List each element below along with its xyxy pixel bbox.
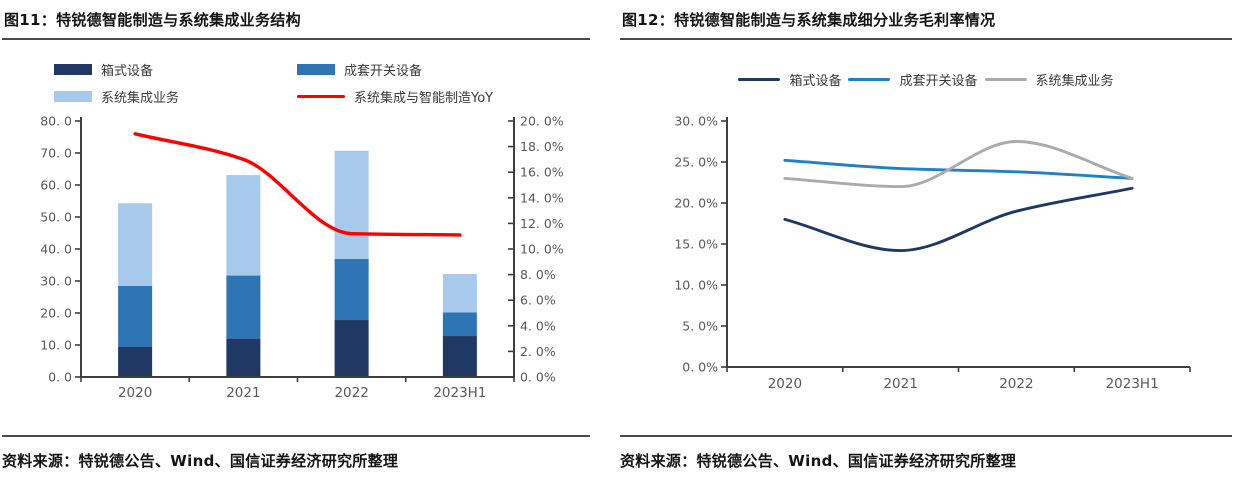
x-axis-category-label: 2022 — [334, 385, 368, 401]
switchgear-swatch-icon — [297, 64, 335, 75]
legend-label: 系统集成与智能制造YoY — [354, 91, 494, 106]
figure-12-panel: 图12：特锐德智能制造与系统集成细分业务毛利率情况 箱式设备 成套开关设备 系统… — [620, 0, 1232, 486]
x-axis-category-label: 2020 — [118, 385, 152, 401]
right-axis-tick-label: 0. 0% — [520, 370, 556, 385]
bar-segment — [226, 175, 261, 276]
y-axis-tick-label: 20. 0% — [674, 196, 718, 211]
left-axis-tick-label: 0. 0 — [48, 370, 72, 385]
figure-11-source: 资料来源：特锐德公告、Wind、国信证券经济研究所整理 — [2, 435, 590, 471]
navy-line-swatch-icon — [738, 78, 781, 81]
left-axis-tick-label: 10. 0 — [40, 338, 72, 353]
margin-line — [783, 158, 1134, 180]
bar-segment — [226, 275, 261, 339]
legend-label: 箱式设备 — [789, 74, 842, 89]
bar-segment — [334, 150, 369, 259]
x-axis-category-label: 2021 — [226, 385, 260, 401]
legend-item-box-equipment-margin: 箱式设备 — [738, 70, 841, 89]
figure-12-source: 资料来源：特锐德公告、Wind、国信证券经济研究所整理 — [620, 435, 1232, 471]
yoy-line-swatch-icon — [297, 95, 345, 98]
box-equipment-swatch-icon — [54, 64, 92, 75]
x-axis-category-label: 2023H1 — [433, 385, 486, 401]
left-axis-tick-label: 60. 0 — [40, 178, 72, 193]
bar-segment — [334, 320, 369, 377]
legend-label: 系统集成业务 — [1035, 74, 1114, 89]
figure-12-legend: 箱式设备 成套开关设备 系统集成业务 — [620, 70, 1232, 89]
right-axis-tick-label: 12. 0% — [520, 216, 564, 231]
right-axis-tick-label: 2. 0% — [520, 344, 556, 359]
blue-line-swatch-icon — [848, 78, 891, 81]
right-axis-tick-label: 4. 0% — [520, 318, 556, 333]
legend-label: 成套开关设备 — [344, 64, 423, 79]
legend-item-yoy: 系统集成与智能制造YoY — [297, 87, 493, 106]
x-axis-category-label: 2022 — [999, 376, 1033, 392]
bar-segment — [334, 258, 369, 321]
y-axis-tick-label: 15. 0% — [674, 237, 718, 252]
bar-segment — [118, 285, 153, 347]
right-axis-tick-label: 18. 0% — [520, 139, 564, 154]
gray-line-swatch-icon — [984, 78, 1027, 81]
left-axis-tick-label: 30. 0 — [40, 274, 72, 289]
bar-segment — [118, 346, 153, 377]
x-axis-category-label: 2023H1 — [1106, 376, 1159, 392]
figure-11-title: 图11：特锐德智能制造与系统集成业务结构 — [2, 0, 590, 40]
left-axis-tick-label: 80. 0 — [40, 114, 72, 129]
margin-line — [783, 140, 1134, 189]
y-axis-tick-label: 0. 0% — [682, 360, 718, 375]
margin-line — [783, 186, 1134, 253]
left-axis-tick-label: 20. 0 — [40, 306, 72, 321]
figure-11-chart: 0. 0 10. 0 20. 0 30. 0 40. 0 50. 0 60. 0 70. 0 8… — [40, 114, 564, 402]
legend-label: 箱式设备 — [101, 64, 154, 79]
bar-segment — [442, 336, 477, 377]
y-axis-tick-label: 25. 0% — [674, 155, 718, 170]
left-axis-tick-label: 50. 0 — [40, 210, 72, 225]
figure-11-legend: 箱式设备 成套开关设备 系统集成业务 系统集成与智能制造YoY — [54, 60, 493, 106]
y-axis-tick-label: 10. 0% — [674, 278, 718, 293]
figure-11-panel: 图11：特锐德智能制造与系统集成业务结构 箱式设备 成套开关设备 系统集成业务 … — [2, 0, 590, 486]
legend-label: 成套开关设备 — [899, 74, 978, 89]
bar-segment — [442, 273, 477, 313]
right-axis-tick-label: 10. 0% — [520, 242, 564, 257]
system-integration-swatch-icon — [54, 91, 92, 102]
y-axis-tick-label: 30. 0% — [674, 114, 718, 129]
figure-12-chart: 0. 0% 5. 0% 10. 0% 15. 0% 20. 0% 25. 0% 30. 0%… — [674, 114, 1191, 392]
right-axis-tick-label: 20. 0% — [520, 114, 564, 129]
legend-item-switchgear: 成套开关设备 — [297, 60, 493, 79]
bar-segment — [442, 312, 477, 337]
legend-item-box-equipment: 箱式设备 — [54, 60, 297, 79]
bar-segment — [118, 203, 153, 286]
figure-12-title: 图12：特锐德智能制造与系统集成细分业务毛利率情况 — [620, 0, 1232, 40]
legend-item-switchgear-margin: 成套开关设备 — [848, 70, 978, 89]
y-axis-tick-label: 5. 0% — [682, 319, 718, 334]
legend-label: 系统集成业务 — [101, 91, 180, 106]
left-axis-tick-label: 40. 0 — [40, 242, 72, 257]
bar-segment — [226, 338, 261, 377]
legend-item-system-integration: 系统集成业务 — [54, 87, 297, 106]
yoy-line — [133, 132, 462, 237]
left-axis-tick-label: 70. 0 — [40, 146, 72, 161]
legend-item-system-integration-margin: 系统集成业务 — [984, 70, 1114, 89]
right-axis-tick-label: 16. 0% — [520, 165, 564, 180]
right-axis-tick-label: 6. 0% — [520, 293, 556, 308]
right-axis-tick-label: 14. 0% — [520, 190, 564, 205]
right-axis-tick-label: 8. 0% — [520, 267, 556, 282]
x-axis-category-label: 2020 — [768, 376, 802, 392]
x-axis-category-label: 2021 — [883, 376, 917, 392]
